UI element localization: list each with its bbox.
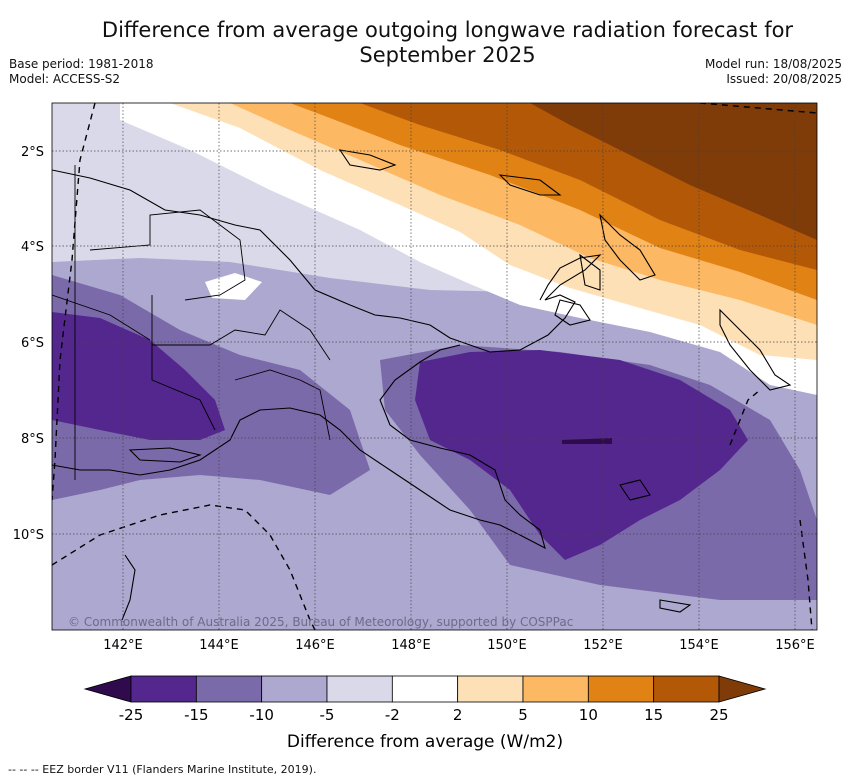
colorbar-segment [587,675,655,703]
island-4 [579,253,601,291]
band-neg-very-strong-east [415,350,748,560]
lon-label: 142°E [103,638,143,653]
island-2 [498,174,562,196]
band-pos-extreme [530,103,817,240]
island-solomons [719,308,792,391]
colorbar-label: 10 [579,706,598,724]
base-period: Base period: 1981-2018 [9,57,154,71]
border-2 [89,209,246,301]
border-4 [234,369,331,441]
lon-labels: 142°E 144°E 146°E 148°E 150°E 152°E 154°E 156°E [103,638,815,653]
colorbar-segment [391,675,459,703]
map-title: Difference from average outgoing longwav… [0,18,850,68]
new-guinea-north-coast [52,169,602,353]
colorbar-label: -25 [119,706,144,724]
lat-label: 4°S [21,240,44,255]
colorbar-label: 15 [644,706,663,724]
colorbar-label: -10 [249,706,274,724]
colorbar-label: 5 [518,706,528,724]
eez-legend: -- -- -- EEZ border V11 (Flanders Marine… [8,763,317,776]
colorbar-segment [326,675,393,703]
lat-label: 6°S [21,336,44,351]
lon-label: 144°E [199,638,239,653]
colorbar-segment [261,675,328,703]
colorbar-segment [653,675,720,703]
colorbar-extend-high [718,675,767,703]
eez-east-2 [799,519,813,630]
lon-label: 148°E [391,638,431,653]
border-5 [52,294,151,341]
eez-west [52,103,96,501]
new-guinea-south-coast [52,344,546,550]
colorbar-label: 25 [709,706,728,724]
copyright-text: © Commonwealth of Australia 2025, Bureau… [68,615,573,629]
title-line-2: September 2025 [359,43,536,67]
colorbar-label: -5 [320,706,335,724]
island-5 [554,299,591,326]
eez-east-1 [729,389,761,446]
lon-label: 154°E [679,638,719,653]
issued-date: Issued: 20/08/2025 [726,72,842,86]
lon-label: 152°E [583,638,623,653]
colorbar-label: 2 [453,706,463,724]
island-bougainville [599,213,656,281]
lat-label: 2°S [21,145,44,160]
cape-york [121,554,136,621]
lat-labels: 2°S 4°S 6°S 8°S 10°S [13,145,44,543]
colorbar-segment [195,675,263,703]
colorbar: -25 -15 -10 -5 -2 2 5 10 15 25 [83,675,767,724]
map-frame [51,102,818,631]
model-name: Model: ACCESS-S2 [9,72,121,86]
meta-left: Base period: 1981-2018 Model: ACCESS-S2 [9,57,154,87]
eez-south [52,504,316,630]
band-neg-strong-west [52,275,370,500]
border-1 [151,295,216,431]
lon-label: 150°E [487,638,527,653]
lon-label: 146°E [295,638,335,653]
title-line-1: Difference from average outgoing longwav… [101,18,794,42]
lat-label: 8°S [21,432,44,447]
colorbar-segment [522,675,589,703]
island-6 [619,479,651,501]
island-1 [338,149,397,171]
model-run: Model run: 18/08/2025 [704,57,842,71]
colorbar-label: -2 [385,706,400,724]
colorbar-segment [130,675,197,703]
coastlines [52,149,792,621]
eez-north [699,103,817,114]
eez-borders [52,103,817,630]
anomaly-field [52,103,817,630]
colorbar-extend-low [83,675,132,703]
admin-borders [52,165,331,480]
band-neg-very-strong-west [52,312,225,440]
gridlines [52,103,817,630]
colorbar-title: Difference from average (W/m2) [287,732,563,752]
island-8 [128,447,202,463]
meta-right: Model run: 18/08/2025 Issued: 20/08/2025 [705,57,842,87]
band-neg-extreme [562,438,612,444]
lat-label: 10°S [13,528,44,543]
colorbar-segment [457,675,524,703]
lon-label: 156°E [775,638,815,653]
island-7 [659,599,692,613]
border-3 [152,309,331,361]
colorbar-label: -15 [184,706,209,724]
